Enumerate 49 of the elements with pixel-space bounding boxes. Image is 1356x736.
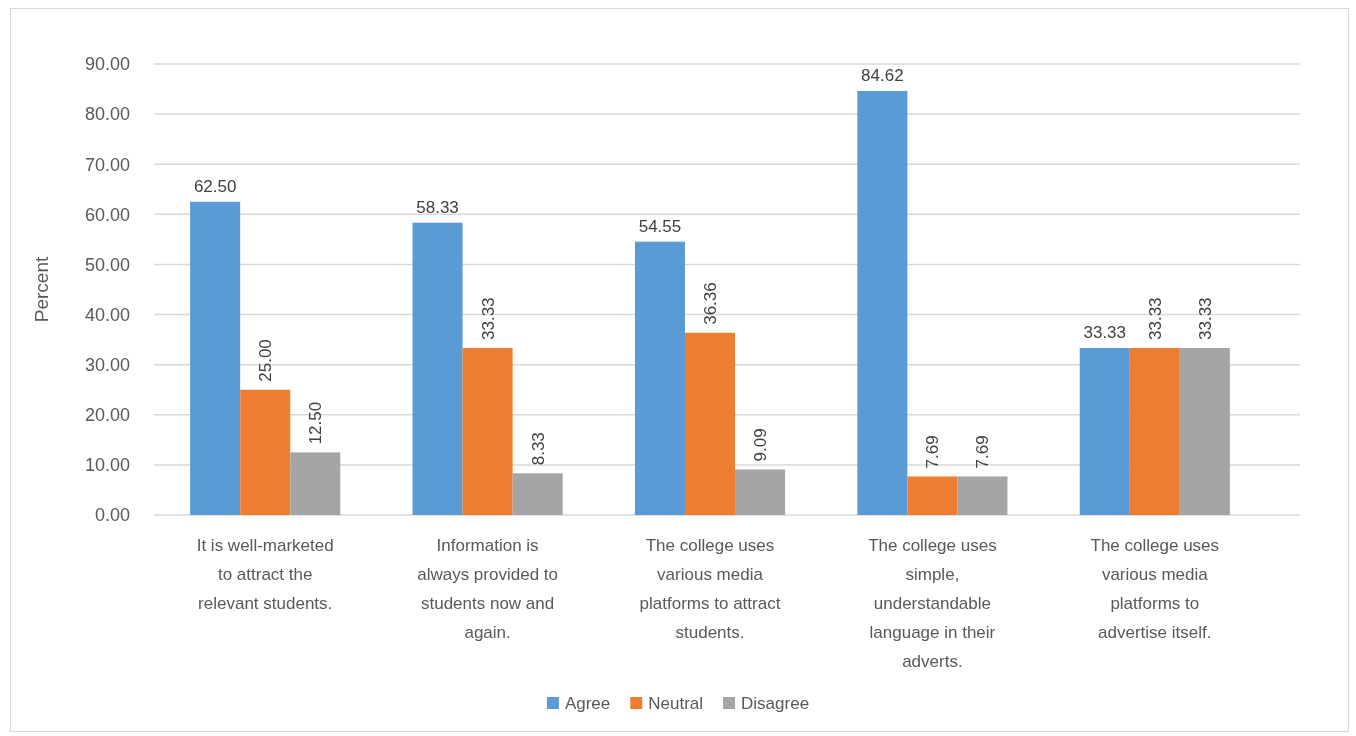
- data-label: 62.50: [193, 176, 237, 196]
- x-tick-label: The college uses various media platforms to attract students.: [639, 536, 781, 642]
- y-tick-label: 70.00: [84, 154, 130, 175]
- data-label: 12.50: [306, 401, 326, 445]
- bar: [857, 90, 908, 515]
- y-tick-label: 50.00: [84, 254, 130, 275]
- legend-label: Agree: [564, 693, 611, 713]
- data-label: 8.33: [528, 432, 548, 466]
- bar: [290, 452, 341, 515]
- y-tick-label: 10.00: [84, 455, 130, 476]
- legend-label: Neutral: [648, 693, 704, 713]
- y-tick-label: 80.00: [84, 104, 130, 125]
- bar: [634, 241, 685, 515]
- bar: [1179, 347, 1230, 515]
- data-label: 36.36: [701, 282, 720, 325]
- bar: [907, 476, 958, 515]
- y-tick-label: 0.00: [94, 505, 130, 526]
- bar: [412, 222, 463, 515]
- data-label: 25.00: [256, 339, 276, 382]
- data-label: 54.55: [638, 216, 682, 236]
- data-label: 33.33: [1083, 322, 1127, 342]
- data-label: 33.33: [478, 297, 498, 340]
- y-tick-label: 30.00: [84, 354, 130, 375]
- data-label: 7.69: [973, 435, 993, 469]
- y-axis-title: Percent: [31, 256, 52, 323]
- data-label: 58.33: [416, 197, 459, 217]
- bar: [190, 201, 241, 515]
- data-label: 33.33: [1195, 297, 1215, 340]
- bar: [957, 476, 1008, 515]
- y-tick-label: 40.00: [84, 304, 130, 325]
- bar: [462, 347, 513, 515]
- x-tick-label: It is well-marketed to attract the relevant students.: [196, 536, 334, 613]
- y-tick-label: 60.00: [84, 204, 130, 225]
- bar: [1079, 347, 1130, 515]
- x-tick-label: The college uses simple, understandable language in their adverts.: [868, 536, 997, 671]
- bar: [1129, 347, 1180, 515]
- data-label: 84.62: [861, 65, 904, 85]
- bar: [512, 473, 563, 515]
- y-tick-label: 90.00: [84, 54, 130, 75]
- bar: [240, 389, 291, 515]
- x-tick-label: Information is always provided to students now and again.: [417, 536, 559, 642]
- data-label: 33.33: [1145, 297, 1165, 340]
- data-label: 9.09: [751, 428, 771, 462]
- y-tick-label: 20.00: [84, 405, 130, 426]
- legend-label: Disagree: [741, 693, 810, 713]
- data-label: 7.69: [923, 435, 943, 469]
- x-tick-label: The college uses various media platforms to advertise itself.: [1090, 536, 1220, 642]
- bar: [684, 332, 736, 515]
- bar: [735, 469, 786, 515]
